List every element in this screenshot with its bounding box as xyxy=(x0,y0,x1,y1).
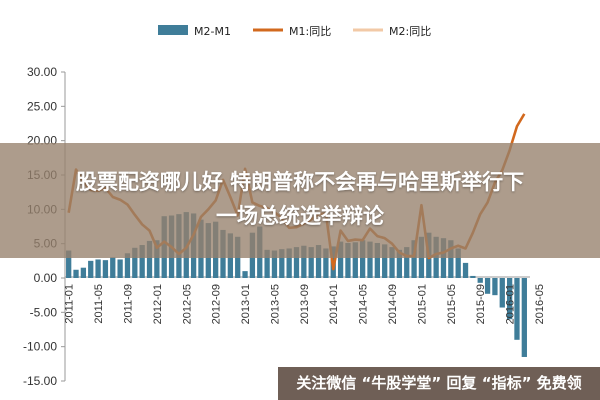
bar-m2m1 xyxy=(448,240,454,278)
bar-m2m1 xyxy=(477,278,483,283)
y-tick-label: 25.00 xyxy=(27,99,57,113)
bar-m2m1 xyxy=(95,259,101,278)
bar-m2m1 xyxy=(499,278,505,308)
legend-label-m1: M1:同比 xyxy=(289,25,331,38)
bar-m2m1 xyxy=(374,242,380,278)
y-tick-label: 30.00 xyxy=(27,65,57,79)
bar-m2m1 xyxy=(484,278,491,294)
bar-m2m1 xyxy=(382,244,388,278)
headline-line-2: 一场总统选举辩论 xyxy=(216,204,384,228)
bar-m2m1 xyxy=(360,240,366,278)
x-tick-label: 2015-05 xyxy=(446,284,458,324)
bar-m2m1 xyxy=(66,250,72,278)
legend-label-m2m1: M2-M1 xyxy=(194,25,231,38)
legend-swatch-m2m1 xyxy=(158,25,188,35)
x-ticks: 2011-01 2011-05 2011-09 2012-01 2012-05 2012-… xyxy=(64,284,546,324)
x-tick-label: 2011-01 xyxy=(64,284,76,324)
bar-m2m1 xyxy=(124,253,131,278)
x-tick-label: 2013-01 xyxy=(240,284,252,324)
bar-m2m1 xyxy=(102,260,109,278)
bar-m2m1 xyxy=(506,278,513,320)
bar-m2m1 xyxy=(308,247,314,278)
y-tick-label: -15.00 xyxy=(23,374,57,388)
x-tick-label: 2011-05 xyxy=(93,284,105,324)
bar-m2m1 xyxy=(404,247,410,278)
legend-label-m2: M2:同比 xyxy=(389,25,431,38)
bar-m2m1 xyxy=(117,259,123,278)
y-tick-label: 0.00 xyxy=(34,271,58,285)
bar-m2m1 xyxy=(440,238,447,278)
x-tick-label: 2014-05 xyxy=(358,284,370,324)
bar-m2m1 xyxy=(80,267,87,278)
bar-m2m1 xyxy=(139,245,145,278)
x-tick-label: 2014-01 xyxy=(328,284,340,324)
bar-m2m1 xyxy=(337,241,344,278)
x-tick-label: 2011-09 xyxy=(122,284,134,324)
bar-m2m1 xyxy=(345,242,351,278)
bar-m2m1 xyxy=(301,245,307,278)
x-tick-label: 2014-09 xyxy=(387,284,399,324)
x-tick-label: 2013-09 xyxy=(299,284,311,324)
bar-m2m1 xyxy=(286,248,292,278)
bar-m2m1 xyxy=(88,260,94,278)
x-tick-label: 2015-09 xyxy=(475,284,487,324)
bar-m2m1 xyxy=(492,278,498,296)
y-tick-label: -10.00 xyxy=(23,340,57,354)
bar-m2m1 xyxy=(264,249,270,278)
watermark-banner: 关注微信 “牛股学堂” 回复 “指标” 免费领 xyxy=(278,367,600,400)
bar-m2m1 xyxy=(389,247,395,278)
headline-title: 股票配资哪儿好 特朗普称不会再与哈里斯举行下 一场总统选举辩论 xyxy=(0,165,600,233)
legend: M2-M1 M1:同比 M2:同比 xyxy=(158,25,431,38)
bar-m2m1 xyxy=(271,250,278,278)
bar-m2m1 xyxy=(462,262,469,278)
bar-m2m1 xyxy=(293,247,300,278)
bar-m2m1 xyxy=(146,240,153,278)
bar-m2m1 xyxy=(470,275,476,278)
bar-m2m1 xyxy=(455,248,461,278)
x-tick-label: 2013-05 xyxy=(269,284,281,324)
bar-m2m1 xyxy=(323,248,329,278)
bar-m2m1 xyxy=(411,240,417,278)
x-tick-label: 2016-01 xyxy=(505,284,517,324)
x-tick-label: 2016-05 xyxy=(534,284,546,324)
bar-m2m1 xyxy=(514,278,520,340)
bar-m2m1 xyxy=(154,240,160,278)
x-tick-label: 2012-05 xyxy=(181,284,193,324)
bar-m2m1 xyxy=(521,278,527,357)
bar-m2m1 xyxy=(396,249,403,278)
x-tick-label: 2015-01 xyxy=(416,284,428,324)
bar-m2m1 xyxy=(367,241,373,278)
bar-m2m1 xyxy=(132,247,138,278)
bar-m2m1 xyxy=(242,271,248,278)
x-tick-label: 2012-09 xyxy=(211,284,223,324)
bar-m2m1 xyxy=(73,269,79,278)
headline-overlay xyxy=(0,143,600,258)
y-tick-label: -5.00 xyxy=(30,305,58,319)
bar-m2m1 xyxy=(315,245,322,278)
bar-m2m1 xyxy=(352,242,358,278)
bar-m2m1 xyxy=(110,257,116,278)
headline-line-1: 股票配资哪儿好 特朗普称不会再与哈里斯举行下 xyxy=(75,170,525,194)
x-tick-label: 2012-01 xyxy=(152,284,164,324)
bar-m2m1 xyxy=(279,249,285,278)
